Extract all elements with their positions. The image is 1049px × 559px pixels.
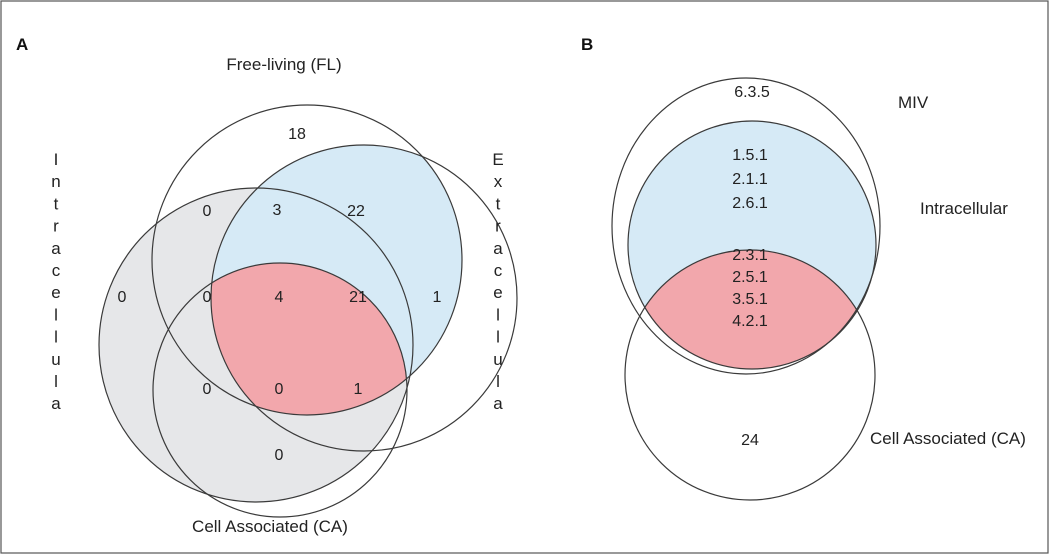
intracellular-vertical-letter: l — [54, 328, 58, 347]
region-fl-only: 18 — [288, 126, 306, 143]
extracellular-vertical-letter: l — [496, 372, 500, 391]
intracellular-vertical-letter: a — [51, 394, 61, 413]
extracellular-vertical-letter: r — [495, 217, 501, 236]
intracellular-vertical-letter: l — [54, 305, 58, 324]
extracellular-vertical-letter: l — [496, 328, 500, 347]
b-overlap-values: 2.3.1 2.5.1 3.5.1 4.2.1 — [732, 247, 768, 330]
extracellular-vertical-letter: E — [492, 150, 503, 169]
intracellular-vertical-letter: u — [51, 350, 60, 369]
extracellular-vertical-letter: x — [494, 172, 503, 191]
extracellular-vertical-letter: c — [494, 261, 503, 280]
region-intra-ca: 0 — [203, 381, 212, 398]
region-fl-extra: 3 — [273, 202, 282, 219]
intracellular-vertical-letter: I — [54, 150, 59, 169]
intracellular-vertical-label: Intracellula — [51, 150, 61, 413]
b-miv-only-value: 6.3.5 — [734, 84, 770, 101]
intracellular-circle — [98, 187, 414, 503]
region-ca-extra: 1 — [354, 381, 363, 398]
intracellular-vertical-letter: n — [51, 172, 60, 191]
extracellular-vertical-letter: l — [496, 305, 500, 324]
free-living-label: Free-living (FL) — [226, 55, 341, 74]
b-cell-associated-label: Cell Associated (CA) — [870, 429, 1026, 448]
b-cell-associated-circle — [624, 249, 876, 501]
b-miv-ellipse — [611, 77, 881, 375]
intracellular-vertical-letter: c — [52, 261, 61, 280]
intracellular-vertical-letter: t — [54, 194, 59, 213]
b-overlap-value: 3.5.1 — [732, 291, 768, 308]
b-miv-label: MIV — [898, 93, 929, 112]
region-extra-ca-fl: 21 — [349, 289, 367, 306]
extracellular-vertical-letter: a — [493, 394, 503, 413]
b-intracellular-values: 1.5.1 2.1.1 2.6.1 — [732, 147, 768, 212]
panel-b-letter: B — [581, 35, 593, 54]
panel-a-letter: A — [16, 35, 28, 54]
region-ca-only: 0 — [275, 447, 284, 464]
panel-b: B MIV Intracellular Cell Associated (CA)… — [581, 35, 1026, 501]
b-intracellular-value: 2.1.1 — [732, 171, 768, 188]
region-intra-fl: 0 — [203, 203, 212, 220]
b-overlap-value: 2.5.1 — [732, 269, 768, 286]
intracellular-vertical-letter: l — [54, 372, 58, 391]
free-living-circle — [151, 104, 463, 416]
intracellular-vertical-letter: a — [51, 239, 61, 258]
region-intra-ca-extra: 0 — [275, 381, 284, 398]
panel-a: A Free-living (FL) Cell Associated (CA) … — [16, 35, 518, 536]
fl-extra-ca-overlap-fill — [211, 263, 407, 415]
b-overlap-value: 4.2.1 — [732, 313, 768, 330]
intracellular-vertical-letter: r — [53, 217, 59, 236]
region-extra-only: 1 — [433, 289, 442, 306]
extracellular-vertical-letter: u — [493, 350, 502, 369]
extracellular-vertical-letter: t — [496, 194, 501, 213]
extracellular-vertical-letter: e — [493, 283, 502, 302]
region-center: 4 — [275, 289, 284, 306]
cell-associated-label: Cell Associated (CA) — [192, 517, 348, 536]
cell-associated-circle — [152, 262, 408, 518]
b-ca-only-value: 24 — [741, 432, 759, 449]
b-overlap-value: 2.3.1 — [732, 247, 768, 264]
region-extra-fl: 22 — [347, 203, 365, 220]
region-intra-fl-ca: 0 — [203, 289, 212, 306]
b-intracellular-label: Intracellular — [920, 199, 1008, 218]
region-intra-only: 0 — [118, 289, 127, 306]
intracellular-vertical-letter: e — [51, 283, 60, 302]
b-intracellular-value: 1.5.1 — [732, 147, 768, 164]
b-intracellular-circle — [627, 120, 877, 370]
b-intra-ca-overlap-fill — [628, 250, 875, 369]
extracellular-circle — [210, 144, 518, 452]
extracellular-vertical-letter: a — [493, 239, 503, 258]
b-intracellular-value: 2.6.1 — [732, 195, 768, 212]
